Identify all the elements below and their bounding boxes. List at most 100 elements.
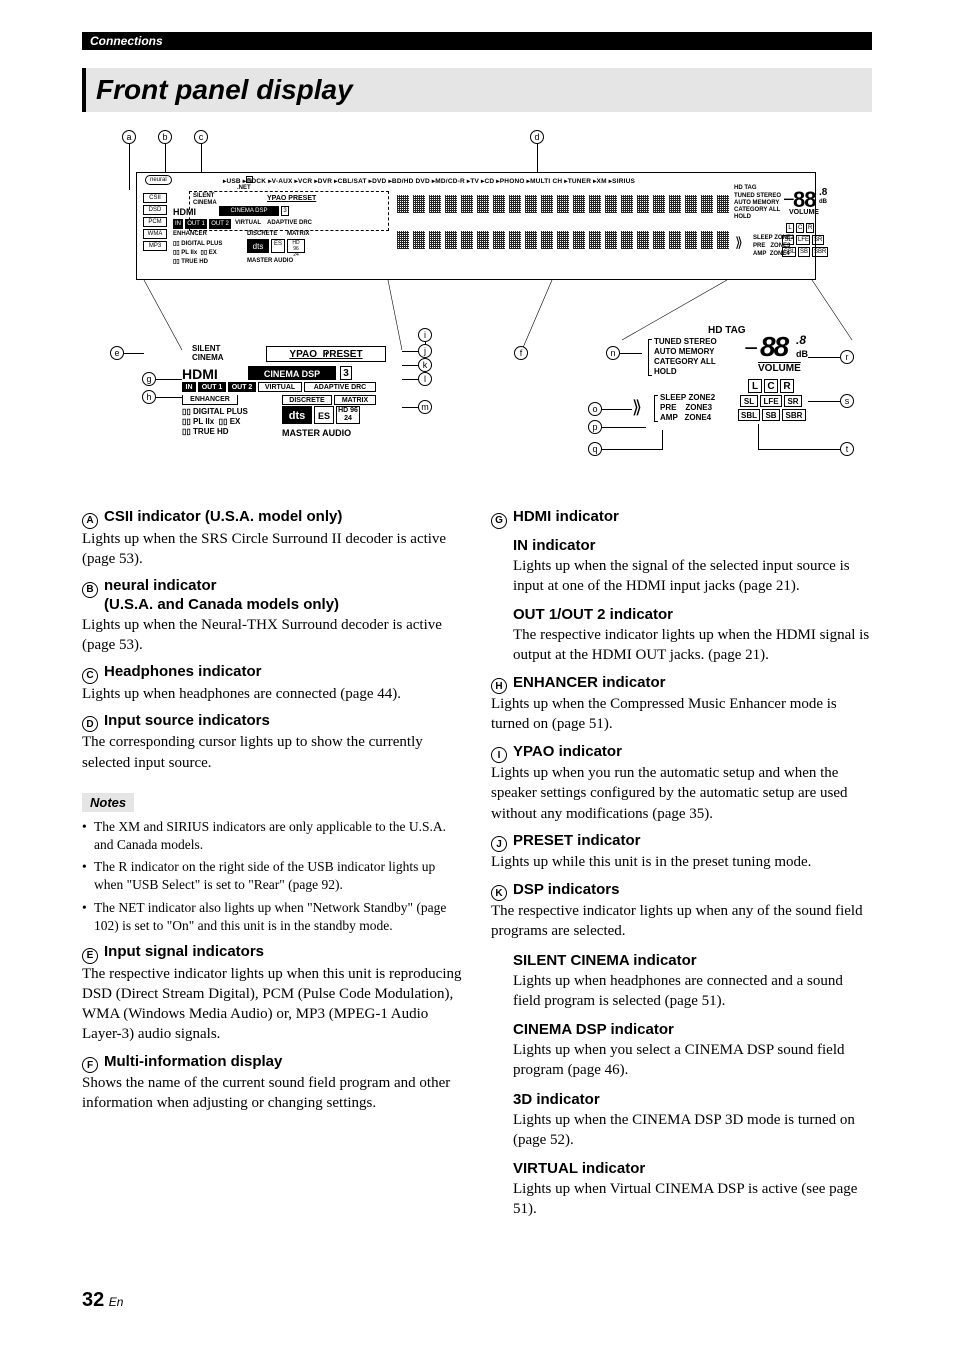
description-columns: A CSII indicator (U.S.A. model only) Lig… [82,500,872,1228]
page-number: 32 En [82,1289,123,1312]
title-b-1: neural indicator [104,577,217,594]
callout-n: n [606,346,620,360]
body-d: The corresponding cursor lights up to sh… [82,732,463,773]
left-column: A CSII indicator (U.S.A. model only) Lig… [82,500,463,1228]
zoom-mid [507,340,587,390]
neural-box: neural [145,175,172,185]
callout-b: b [158,130,172,144]
pcm-box: PCM [143,217,167,227]
page-title: Front panel display [96,74,862,106]
title-k-silent: SILENT CINEMA indicator [513,952,872,969]
es-label: ES [271,239,285,253]
callout-l: l [418,372,432,386]
note-1: The XM and SIRIUS indicators are only ap… [82,818,463,854]
title-g-in: IN indicator [513,537,872,554]
page-title-block: Front panel display [82,68,872,112]
title-h: ENHANCER indicator [513,674,666,691]
note-2: The R indicator on the right side of the… [82,858,463,894]
marker-b: B [82,582,98,598]
marker-h: H [491,678,507,694]
title-k-cdsp: CINEMA DSP indicator [513,1021,872,1038]
seg-dec: .8 [819,187,827,198]
marker-c: C [82,668,98,684]
title-e: Input signal indicators [104,943,264,960]
zoom-left: SILENT CINEMA YPAO PRESET HDMI CINEMA DS… [182,340,402,440]
body-k-cdsp: Lights up when you select a CINEMA DSP s… [513,1040,872,1081]
hdmi-label: HDMI [173,207,196,217]
hold-label: HOLD [734,214,751,220]
csii-box: CSII [143,193,167,203]
sp-lfe: LFE [796,235,810,245]
drc-label: ADAPTIVE DRC [267,220,312,226]
mp3-box: MP3 [143,241,167,251]
callout-j: j [418,344,432,358]
sp-r: R [806,223,814,233]
matrix-label: MATRIX [287,231,310,237]
enhancer-label: ENHANCER [173,231,207,237]
notes-label: Notes [82,793,134,812]
sp-sbr: SBR [812,247,828,257]
callout-g: g [142,372,156,386]
marker-e: E [82,948,98,964]
sp-sl: SL [782,235,794,245]
dotmatrix-row-2 [397,231,729,249]
dotmatrix-row-1 [397,195,729,213]
display-panel: ▸USB ▸DOCK ▸V-AUX ▸VCR ▸DVR ▸CBL/SAT ▸DV… [136,172,816,280]
body-c: Lights up when headphones are connected … [82,684,463,704]
dsd-box: DSD [143,205,167,215]
body-f: Shows the name of the current sound fiel… [82,1073,463,1114]
automem-label: AUTO MEMORY [734,200,779,206]
usb-r: R [246,176,253,183]
masteraudio-label: MASTER AUDIO [247,258,293,264]
title-k: DSP indicators [513,881,619,898]
discrete-label: DISCRETE [247,231,277,237]
cinema-label: CINEMA [193,200,217,206]
front-panel-diagram: a b c d ▸USB ▸DOCK ▸V-AUX ▸VCR ▸DVR ▸CBL… [82,130,872,480]
callout-e: e [110,346,124,360]
body-g-out: The respective indicator lights up when … [513,625,872,666]
marker-i: I [491,747,507,763]
marker-d: D [82,716,98,732]
body-k-silent: Lights up when headphones are connected … [513,971,872,1012]
body-k: The respective indicator lights up when … [491,901,872,942]
body-a: Lights up when the SRS Circle Surround I… [82,529,463,570]
title-k-3d: 3D indicator [513,1091,872,1108]
callout-q: q [588,442,602,456]
title-f: Multi-information display [104,1053,282,1070]
input-sources-row: ▸USB ▸DOCK ▸V-AUX ▸VCR ▸DVR ▸CBL/SAT ▸DV… [223,177,635,185]
catall-label: CATEGORY ALL [734,207,780,213]
out1-label: OUT 1 [185,219,207,229]
body-j: Lights up while this unit is in the pres… [491,852,872,872]
title-g-out: OUT 1/OUT 2 indicator [513,606,872,623]
callout-p: p [588,420,602,434]
virtual-label: VIRTUAL [235,220,261,226]
dts-label: dts [247,239,269,253]
wma-box: WMA [143,229,167,239]
title-d: Input source indicators [104,712,270,729]
title-i: YPAO indicator [513,743,622,760]
silent-label: SILENT [193,193,214,199]
marker-j: J [491,836,507,852]
callout-i: i [418,328,432,342]
sp-sr: SR [812,235,824,245]
marker-k: K [491,885,507,901]
title-k-virtual: VIRTUAL indicator [513,1160,872,1177]
callout-c: c [194,130,208,144]
tuned-label: TUNED STEREO [734,193,781,199]
mute-icon: ⟫ [735,235,743,252]
title-b-2: (U.S.A. and Canada models only) [104,596,463,613]
cinemadsp-label: CINEMA DSP [219,206,279,216]
sp-sb: SB [798,247,810,257]
callout-o: o [588,402,602,416]
callout-d: d [530,130,544,144]
notes-list: The XM and SIRIUS indicators are only ap… [82,818,463,935]
volume-label: VOLUME [789,209,819,216]
callout-a: a [122,130,136,144]
ypao-label: YPAO PRESET [267,195,316,202]
sp-sbl: SBL [782,247,796,257]
section-header: Connections [82,32,872,50]
callout-h: h [142,390,156,404]
sp-l: L [786,223,794,233]
title-c: Headphones indicator [104,663,262,680]
db-label: dB [819,199,827,205]
